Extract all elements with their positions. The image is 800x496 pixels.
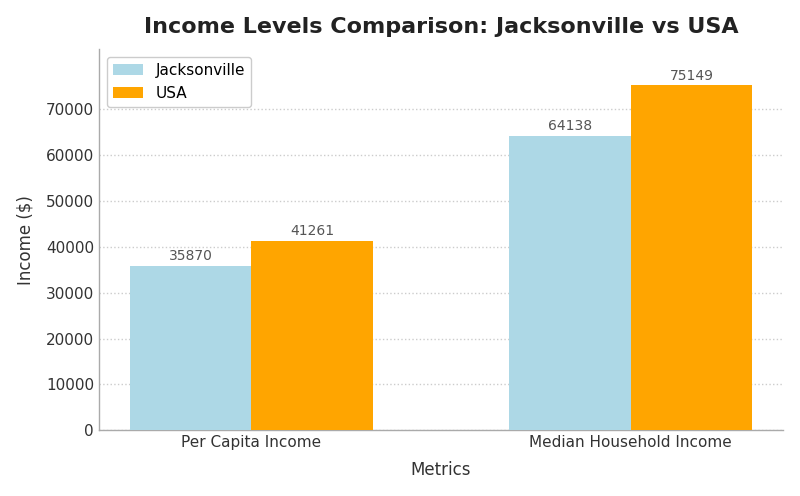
Bar: [631, 85, 752, 431]
X-axis label: Metrics: Metrics: [411, 461, 471, 479]
Text: 64138: 64138: [548, 119, 592, 133]
Text: 75149: 75149: [670, 68, 714, 83]
Bar: [510, 136, 631, 431]
Bar: [251, 241, 373, 431]
Title: Income Levels Comparison: Jacksonville vs USA: Income Levels Comparison: Jacksonville v…: [144, 17, 738, 37]
Legend: Jacksonville, USA: Jacksonville, USA: [106, 57, 251, 107]
Text: 41261: 41261: [290, 224, 334, 238]
Y-axis label: Income ($): Income ($): [17, 195, 34, 285]
Bar: [130, 266, 251, 431]
Text: 35870: 35870: [169, 249, 213, 263]
